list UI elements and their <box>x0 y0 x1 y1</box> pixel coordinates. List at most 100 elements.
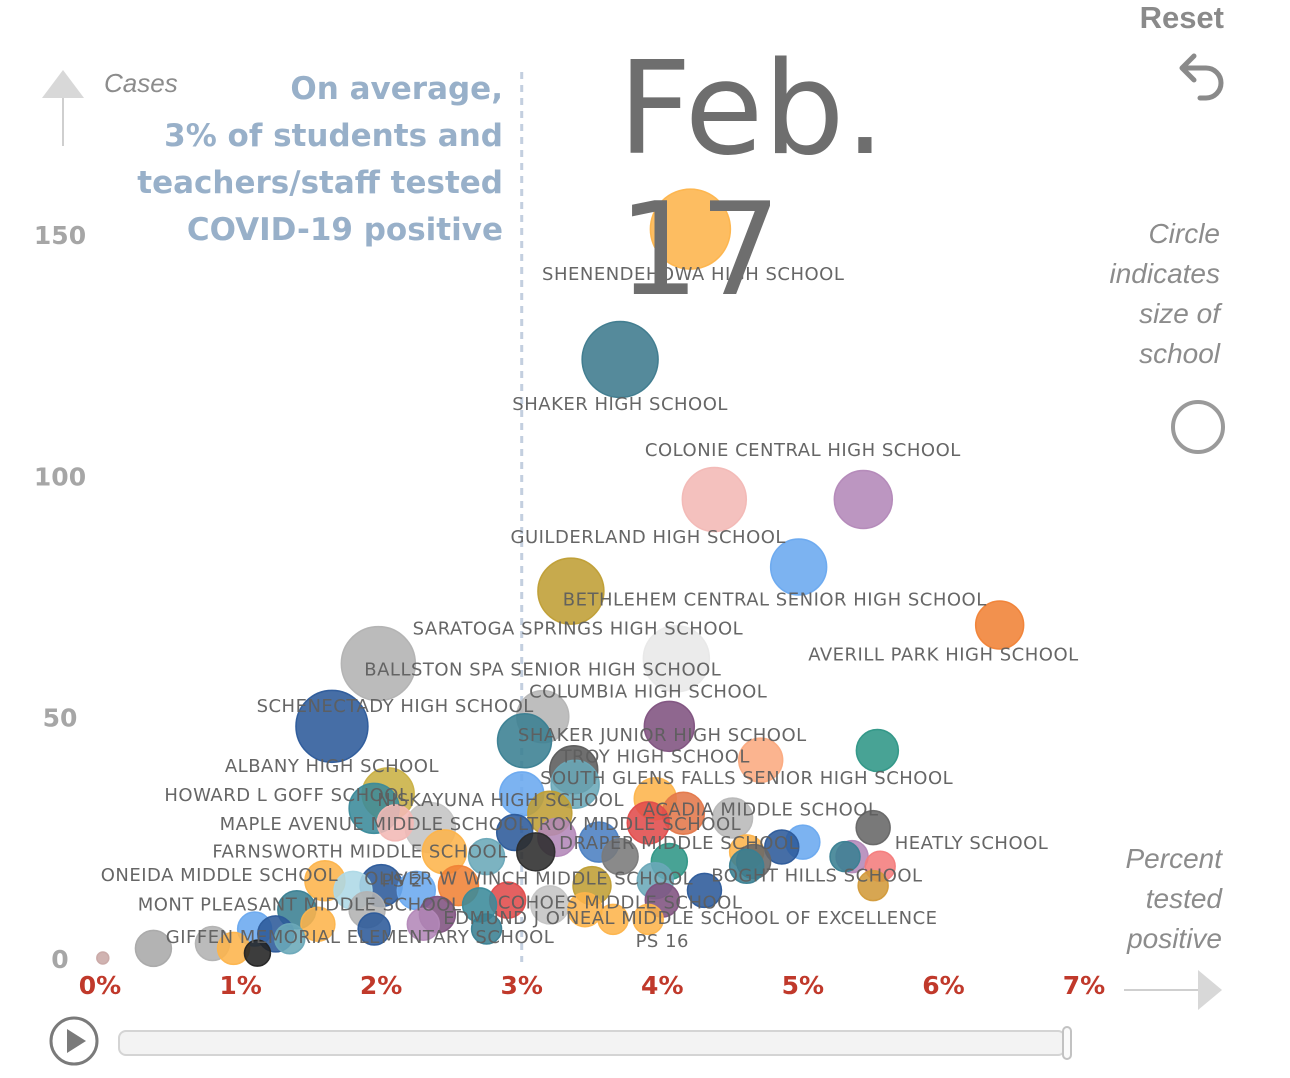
school-labels: SHENENDEHOWA HIGH SCHOOL SHAKER HIGH SCHO… <box>101 264 1078 952</box>
size-note-line: indicates <box>1109 258 1220 289</box>
school-bubble[interactable] <box>597 903 629 936</box>
pct-note-line: Percent <box>1125 843 1223 874</box>
percent-arrow-icon <box>1124 970 1222 1010</box>
average-annotation: On average, 3% of students and teachers/… <box>110 66 503 254</box>
school-label: GIFFEN MEMORIAL ELEMENTARY SCHOOL <box>166 927 555 948</box>
school-bubble[interactable] <box>274 922 306 955</box>
school-label: SARATOGA SPRINGS HIGH SCHOOL <box>413 619 744 640</box>
school-bubble[interactable] <box>643 700 696 753</box>
school-label: SCHENECTADY HIGH SCHOOL <box>257 696 534 717</box>
x-tick-label: 0% <box>79 971 121 1000</box>
timeline-slider[interactable] <box>118 1026 1074 1060</box>
school-bubble[interactable] <box>857 869 889 902</box>
school-bubble[interactable] <box>470 913 503 945</box>
school-bubble[interactable] <box>769 538 828 596</box>
x-tick-label: 2% <box>360 971 402 1000</box>
reset-button[interactable]: Reset <box>1139 0 1224 35</box>
school-bubble[interactable] <box>833 469 894 530</box>
school-bubble[interactable] <box>974 600 1025 650</box>
school-bubble[interactable] <box>376 804 414 842</box>
school-bubble[interactable] <box>357 912 391 946</box>
school-label: MAPLE AVENUE MIDDLE SCHOOL <box>220 814 529 835</box>
school-bubble[interactable] <box>537 557 605 625</box>
school-label: NISKAYUNA HIGH SCHOOL <box>377 790 624 811</box>
annotation-line: On average, <box>290 71 503 107</box>
y-tick-label: 150 <box>34 221 86 250</box>
annotation-line: COVID-19 positive <box>186 212 503 248</box>
school-bubble[interactable] <box>711 797 754 839</box>
school-label: BALLSTON SPA SENIOR HIGH SCHOOL <box>364 660 721 681</box>
school-bubble[interactable] <box>496 713 553 769</box>
cases-arrow-icon <box>42 70 84 146</box>
school-bubble[interactable] <box>340 625 417 702</box>
size-legend-circle <box>1171 400 1225 454</box>
school-bubble[interactable] <box>601 837 639 876</box>
school-label: EDMUND J O'NEAL MIDDLE SCHOOL OF EXCELLE… <box>443 908 937 929</box>
school-label: GUILDERLAND HIGH SCHOOL <box>511 527 786 548</box>
school-label: DRAPER MIDDLE SCHOOL <box>559 833 799 854</box>
school-label: TROY MIDDLE SCHOOL <box>526 814 741 835</box>
pct-note-line: positive <box>1127 923 1222 954</box>
pct-note-line: tested <box>1145 883 1222 914</box>
school-label: SOUTH GLENS FALLS SENIOR HIGH SCHOOL <box>540 768 953 789</box>
school-label: SHAKER HIGH SCHOOL <box>512 394 728 415</box>
school-bubble[interactable] <box>829 840 861 873</box>
x-tick-label: 4% <box>641 971 683 1000</box>
school-bubble[interactable] <box>855 728 900 773</box>
school-bubble[interactable] <box>406 907 441 941</box>
school-label: TROY HIGH SCHOOL <box>560 747 750 768</box>
school-bubble[interactable] <box>681 466 748 533</box>
school-bubble[interactable] <box>300 906 336 942</box>
x-tick-label: 3% <box>500 971 542 1000</box>
timeline-handle[interactable] <box>1062 1026 1072 1060</box>
date-label: Feb. 17 <box>618 35 886 325</box>
school-label: COLONIE CENTRAL HIGH SCHOOL <box>645 440 961 461</box>
y-tick-label: 100 <box>34 462 86 491</box>
school-bubble[interactable] <box>855 809 891 846</box>
school-bubble[interactable] <box>626 801 670 845</box>
school-bubble[interactable] <box>243 939 272 967</box>
school-bubble[interactable] <box>632 903 664 936</box>
timeline-track[interactable] <box>118 1030 1066 1056</box>
y-axis: 0 50 100 150 <box>34 221 86 974</box>
school-bubble[interactable] <box>96 951 110 965</box>
school-bubble[interactable] <box>686 872 723 909</box>
school-label: OLIVER W WINCH MIDDLE SCHOOL <box>364 869 693 890</box>
x-axis-title: Percent tested positive <box>1100 839 1223 959</box>
undo-icon[interactable] <box>1170 48 1230 104</box>
size-note-line: Circle <box>1148 218 1220 249</box>
school-bubble[interactable] <box>649 188 732 270</box>
annotation-line: 3% of students and <box>164 118 503 154</box>
size-legend-note: Circle indicates size of school <box>1096 214 1220 374</box>
school-bubble[interactable] <box>642 624 711 693</box>
school-bubble[interactable] <box>764 829 800 865</box>
school-bubble[interactable] <box>516 832 556 872</box>
x-tick-label: 1% <box>219 971 261 1000</box>
school-label: ACADIA MIDDLE SCHOOL <box>643 800 879 821</box>
bubbles <box>96 188 1025 968</box>
school-label: HEATLY SCHOOL <box>895 833 1049 854</box>
school-label: SHAKER JUNIOR HIGH SCHOOL <box>518 725 807 746</box>
school-label: AVERILL PARK HIGH SCHOOL <box>808 645 1078 666</box>
school-label: HOWARD L GOFF SCHOOL <box>164 785 409 806</box>
school-bubble[interactable] <box>581 320 659 399</box>
school-label: SHENENDEHOWA HIGH SCHOOL <box>542 264 844 285</box>
school-label: MONT PLEASANT MIDDLE SCHOOL <box>138 895 462 916</box>
x-axis: 0% 1% 2% 3% 4% 5% 6% 7% <box>79 971 1105 1000</box>
school-label: ALBANY HIGH SCHOOL <box>225 756 439 777</box>
school-bubble[interactable] <box>728 848 765 885</box>
play-button[interactable] <box>48 1015 100 1067</box>
school-bubble[interactable] <box>467 837 506 876</box>
size-note-line: size of <box>1139 298 1220 329</box>
school-bubble[interactable] <box>134 929 173 968</box>
size-note-line: school <box>1139 338 1220 369</box>
school-bubble[interactable] <box>295 689 369 764</box>
x-tick-label: 6% <box>922 971 964 1000</box>
school-label: FARNSWORTH MIDDLE SCHOOL <box>212 842 507 863</box>
school-bubble[interactable] <box>737 737 784 783</box>
school-label: PS 2 <box>381 871 422 892</box>
y-tick-label: 50 <box>43 704 78 733</box>
school-label: BOGHT HILLS SCHOOL <box>711 865 922 886</box>
